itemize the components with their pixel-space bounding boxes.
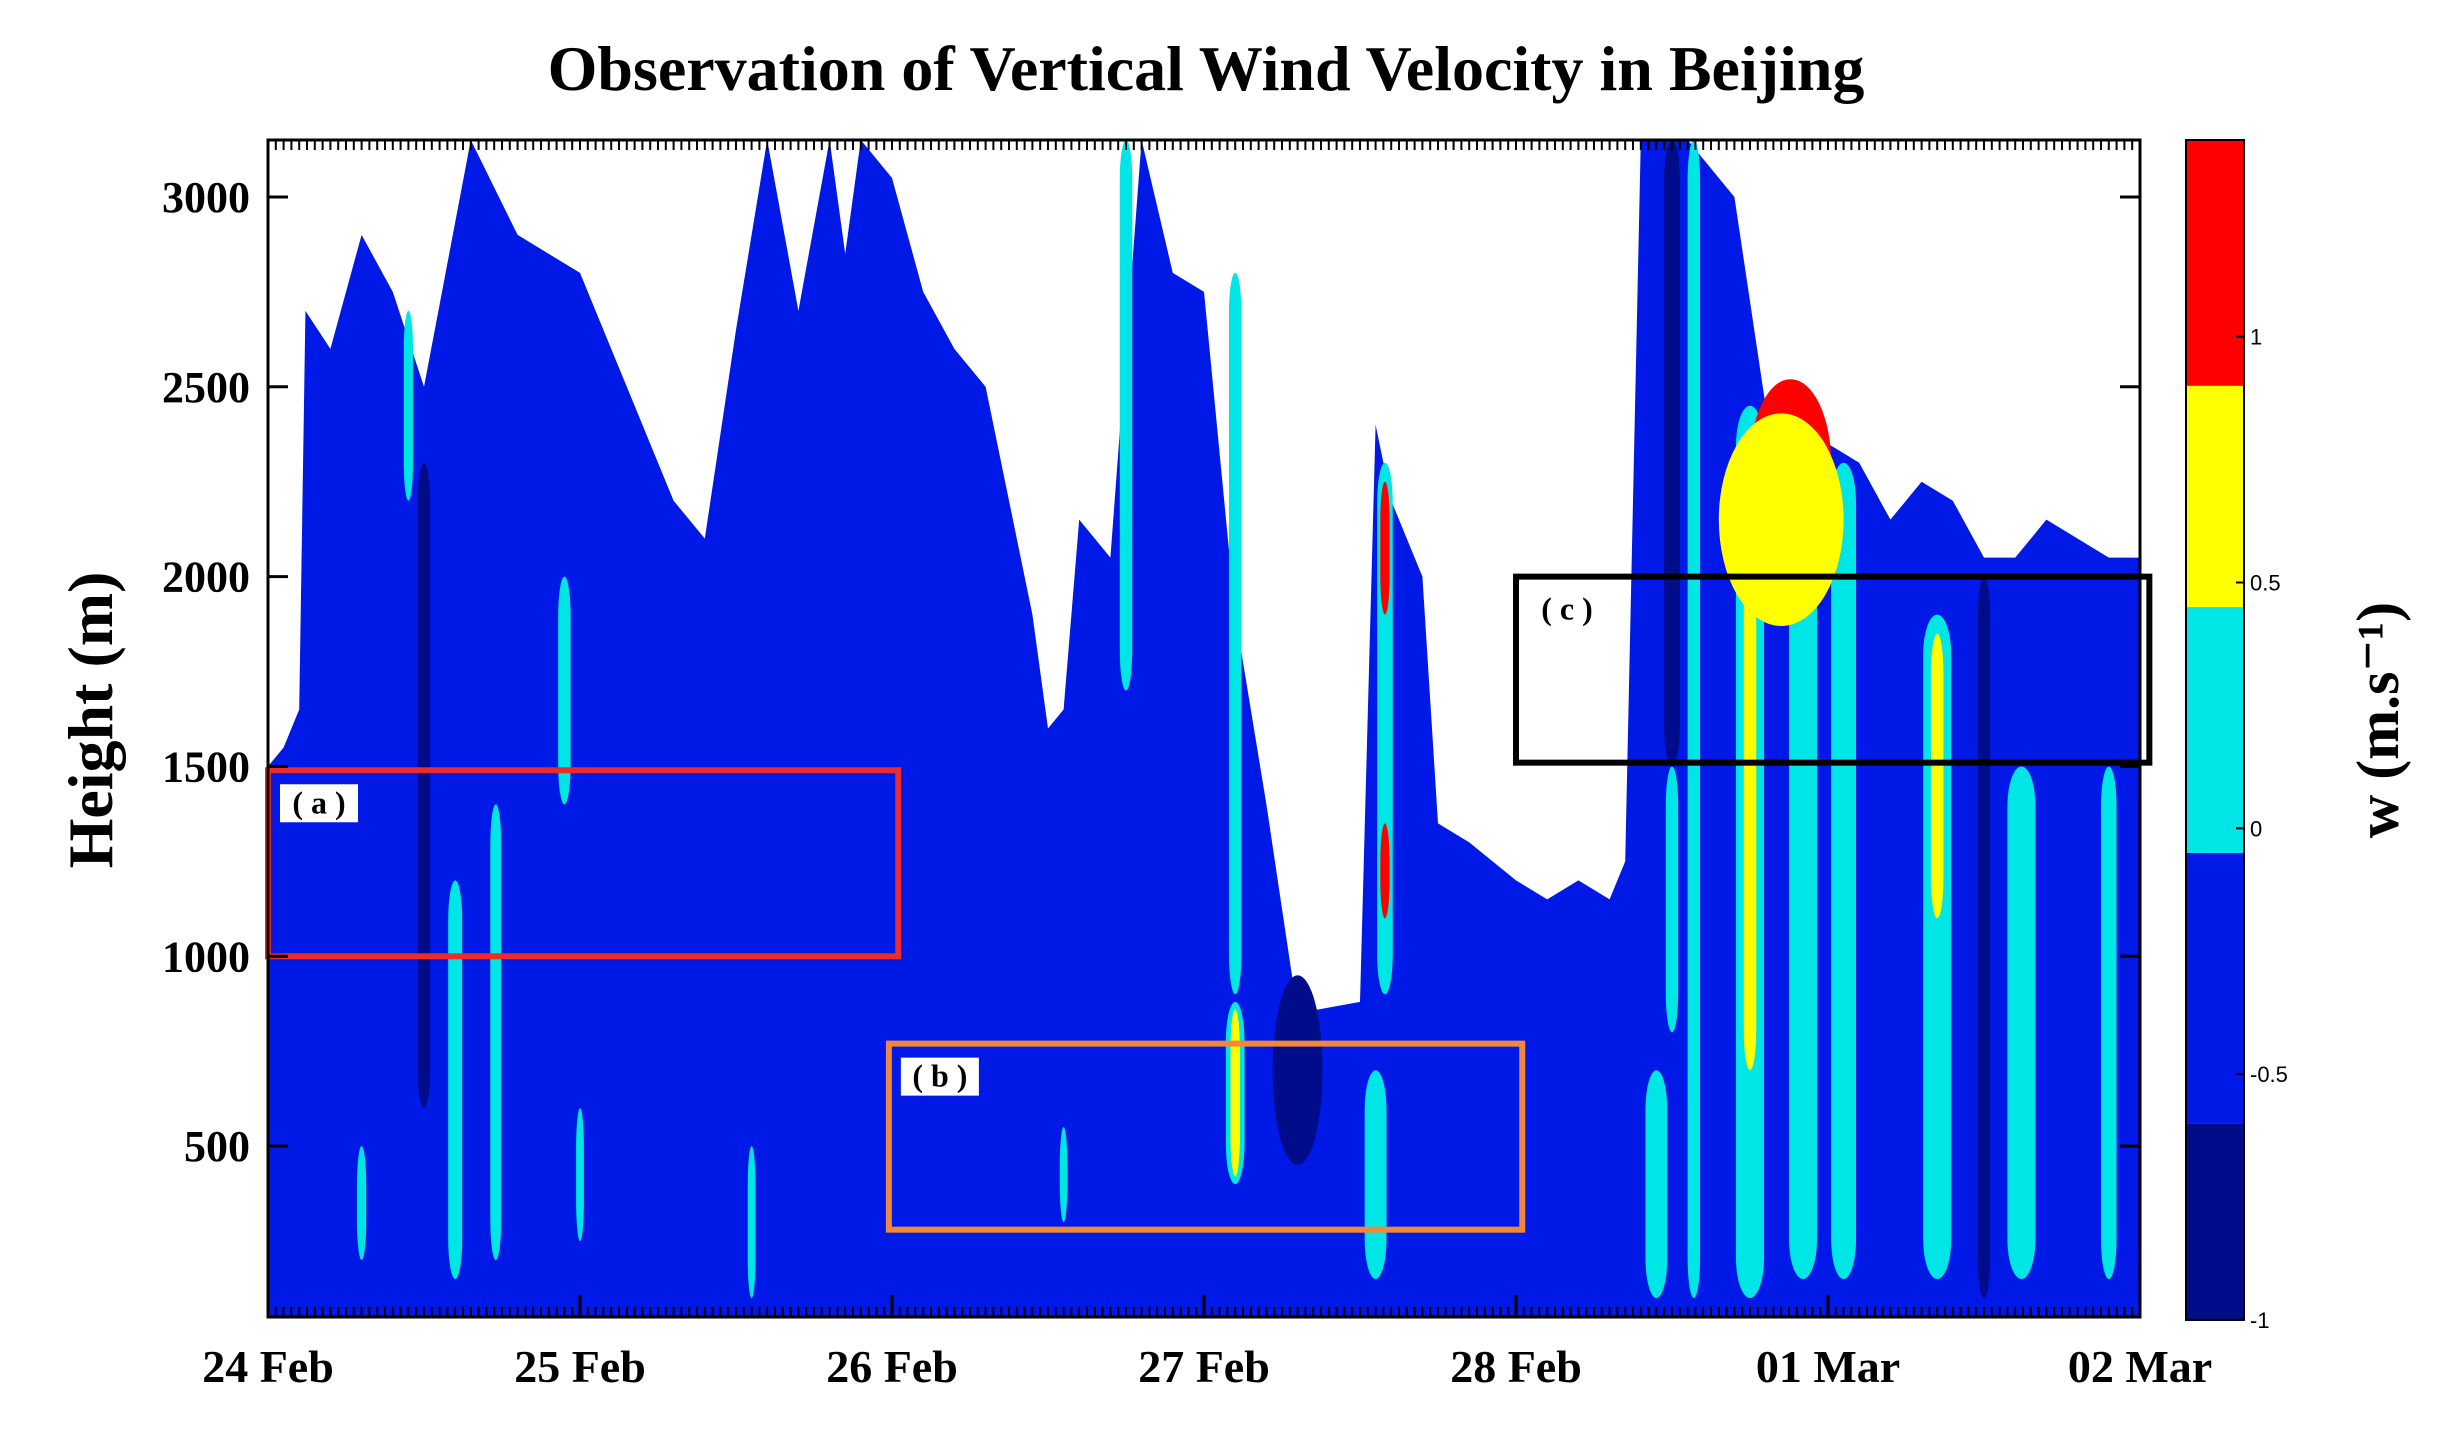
colorbar-label: w (m.s⁻¹) [2345,602,2411,838]
streak-19 [1664,140,1680,767]
streak-23 [1789,481,1818,1280]
colorbar-tick-label-0: -1 [2250,1308,2270,1333]
streak-12 [1230,1009,1240,1177]
heatmap-plot: ( a ) ( b ) ( c ) 24 Feb 25 Feb 26 Feb 27 Feb 2… [162,138,2212,1392]
y-tick-label-1: 1000 [162,932,250,981]
heatmap-field [268,140,2140,1317]
x-tick-label-1: 25 Feb [514,1341,646,1392]
streak-5 [356,1146,367,1261]
streak-3 [558,576,571,805]
streak-26 [1930,633,1944,919]
y-tick-label-4: 2500 [162,363,250,412]
streak-4 [403,310,414,501]
streak-2 [490,804,502,1261]
annotation-label-bg-1 [900,1057,979,1096]
colorbar-segment-3 [2186,385,2244,608]
colorbar-frame [2185,139,2245,1321]
streak-1 [448,880,463,1280]
annotation-label-bg-0 [280,784,358,823]
colorbar-segment-4 [2186,140,2244,386]
x-tick-label-5: 01 Mar [1756,1341,1900,1392]
y-axis-label: Height (m) [55,572,126,869]
streak-13 [1364,1070,1387,1280]
streak-6 [576,1108,584,1242]
blob-32 [1272,975,1323,1166]
colorbar: -1 -0.5 0 0.5 1 [2185,139,2288,1333]
streak-29 [2101,766,2117,1280]
annotation-box-1 [885,1040,1526,1233]
colorbar-tick-label-1: -0.5 [2250,1062,2288,1087]
x-tick-label-6: 02 Mar [2068,1341,2212,1392]
y-tick-label-5: 3000 [162,173,250,222]
streak-24 [1831,462,1857,1280]
annotation-label-1: ( b ) [912,1058,967,1094]
streak-7 [747,1146,756,1299]
streak-16 [1380,823,1390,919]
streak-9 [1119,140,1133,691]
annotation-label-0: ( a ) [292,784,345,820]
chart-title: Observation of Vertical Wind Velocity in… [548,33,1865,104]
colorbar-segment-1 [2186,852,2244,1124]
x-tick-label-3: 27 Feb [1138,1341,1270,1392]
colorbar-tick-label-4: 1 [2250,325,2262,350]
streak-17 [1645,1070,1668,1299]
streak-20 [1687,140,1701,1299]
x-tick-label-0: 24 Feb [202,1341,334,1392]
streak-8 [1059,1127,1068,1223]
blob-31 [1718,413,1844,626]
colorbar-segment-0 [2186,1123,2244,1320]
streak-27 [2007,766,2036,1280]
annotation-box-2 [1513,573,2153,766]
streak-18 [1665,766,1679,1033]
streak-0 [417,462,431,1109]
colorbar-segment-2 [2186,607,2244,853]
colorbar-tick-label-3: 0.5 [2250,571,2281,596]
annotation-label-2: ( c ) [1541,591,1593,627]
streak-15 [1380,481,1390,615]
streak-10 [1228,272,1242,995]
x-tick-label-4: 28 Feb [1450,1341,1582,1392]
colorbar-tick-label-2: 0 [2250,816,2262,841]
annotation-label-bg-2 [1528,590,1606,629]
streak-28 [1977,576,1991,1299]
x-tick-label-2: 26 Feb [826,1341,958,1392]
y-tick-label-3: 2000 [162,553,250,602]
streak-25 [1923,614,1952,1280]
y-tick-label-0: 500 [184,1122,250,1171]
y-tick-label-2: 1500 [162,742,250,791]
